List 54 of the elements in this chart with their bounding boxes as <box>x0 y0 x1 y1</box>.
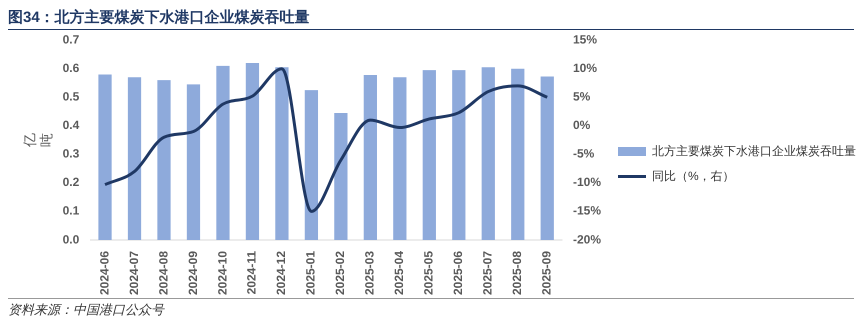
bar <box>364 75 377 240</box>
bar <box>540 76 554 240</box>
y2-tick-label: 0% <box>572 118 591 132</box>
bar <box>482 67 495 240</box>
x-tick-label: 2025-09 <box>540 250 554 296</box>
bar <box>393 77 406 240</box>
bar <box>128 77 142 240</box>
bar <box>422 70 436 240</box>
y2-tick-label: 15% <box>572 32 598 47</box>
bar <box>452 70 466 240</box>
bar <box>157 80 171 240</box>
y-tick-label: 0.5 <box>62 90 80 104</box>
bar <box>304 90 318 240</box>
y2-tick-label: 5% <box>572 90 591 104</box>
x-tick-label: 2024-11 <box>244 250 259 294</box>
y-tick-label: 0.6 <box>62 61 80 76</box>
line-series <box>104 67 549 213</box>
x-tick-label: 2024-08 <box>156 250 170 296</box>
bar <box>98 74 112 240</box>
x-tick-label: 2025-03 <box>362 250 377 296</box>
y2-tick-label: -5% <box>572 146 595 161</box>
y-tick-label: 0.3 <box>62 146 80 161</box>
chart-title: 图34：北方主要煤炭下水港口企业煤炭吞吐量 <box>8 8 854 30</box>
bar <box>186 84 200 240</box>
x-tick-label: 2025-08 <box>510 250 524 296</box>
y2-tick-label: -15% <box>572 204 602 218</box>
y-tick-label: 0.0 <box>62 232 80 246</box>
x-tick-label: 2024-06 <box>97 250 112 296</box>
x-tick-label: 2024-07 <box>126 250 141 296</box>
y-tick-label: 0.7 <box>62 32 80 47</box>
bar <box>511 68 524 240</box>
x-tick-label: 2025-04 <box>392 250 406 296</box>
legend-label: 同比（%，右） <box>652 168 735 185</box>
x-tick-label: 2024-10 <box>215 250 230 296</box>
y-axis-title: 亿吨 <box>21 133 54 148</box>
x-tick-label: 2024-09 <box>186 250 200 296</box>
text: 资料来源：中国港口公众号 <box>8 298 854 319</box>
y2-tick-label: -10% <box>572 175 602 190</box>
bar <box>216 66 230 240</box>
x-tick-label: 2025-01 <box>304 250 318 296</box>
y2-tick-label: 10% <box>572 61 598 76</box>
x-tick-label: 2025-07 <box>480 250 495 296</box>
bar <box>246 63 260 240</box>
legend-label: 北方主要煤炭下水港口企业煤炭吞吐量 <box>652 143 856 160</box>
x-tick-label: 2025-02 <box>333 250 348 296</box>
y2-tick-label: -20% <box>572 232 602 246</box>
x-tick-label: 2025-05 <box>422 250 436 296</box>
bar <box>275 67 289 240</box>
y-tick-label: 0.2 <box>62 175 80 190</box>
x-tick-label: 2024-12 <box>274 250 288 296</box>
x-tick-label: 2025-06 <box>451 250 466 296</box>
y-tick-label: 0.4 <box>62 118 80 132</box>
y-tick-label: 0.1 <box>62 204 80 218</box>
bar <box>334 112 348 240</box>
